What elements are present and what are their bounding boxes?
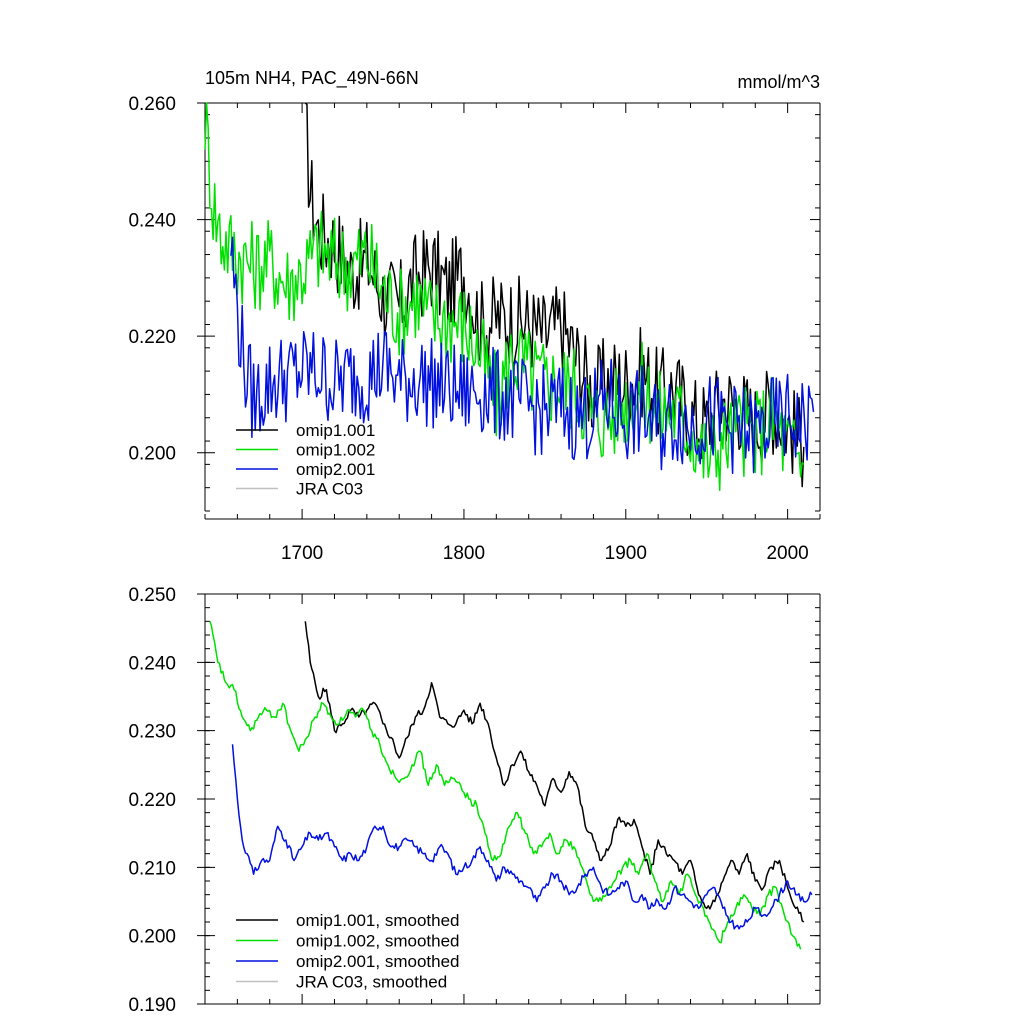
bottom-y-tick-label: 0.240 [128,653,176,674]
bottom-legend-label: omip1.001, smoothed [296,911,460,930]
top-x-tick-label: 2000 [766,543,808,564]
bottom-y-tick-label: 0.200 [128,927,176,948]
top-x-tick-label: 1800 [443,543,485,564]
bottom-y-tick-label: 0.250 [128,585,176,606]
top-legend-label: JRA C03 [296,480,363,499]
top-y-tick-label: 0.200 [128,444,176,465]
bottom-legend-label: omip1.002, smoothed [296,932,460,951]
top-chart-units: mmol/m^3 [738,72,820,92]
top-y-tick-label: 0.220 [128,327,176,348]
top-chart-title: 105m NH4, PAC_49N-66N [205,68,419,89]
top-y-tick-label: 0.240 [128,211,176,232]
bottom-chart-panel: 0.190 0.200 0.210 0.220 0.230 0.240 0.250 omip1… [128,585,821,1016]
top-series-line-2 [204,102,805,492]
top-legend-label: omip1.001 [296,421,375,440]
top-x-tick-label: 1700 [281,543,323,564]
bottom-legend-label: JRA C03, smoothed [296,973,447,992]
top-chart-panel: 0.200 0.220 0.240 0.260 1700 1800 1900 2000 omip… [128,94,821,564]
top-x-tick-label: 1900 [605,543,647,564]
bottom-y-tick-label: 0.210 [128,858,176,879]
bottom-y-tick-label: 0.220 [128,790,176,811]
bottom-y-tick-label: 0.190 [128,995,176,1016]
top-series-line-3 [230,236,815,475]
bottom-series-line-2 [209,621,802,950]
top-y-tick-label: 0.260 [128,94,176,115]
top-legend-label: omip1.002 [296,441,375,460]
top-legend-label: omip2.001 [296,460,375,479]
bottom-legend-label: omip2.001, smoothed [296,952,460,971]
bottom-y-tick-label: 0.230 [128,722,176,743]
bottom-series-line-3 [231,744,813,930]
bottom-series-line-1 [304,621,805,923]
